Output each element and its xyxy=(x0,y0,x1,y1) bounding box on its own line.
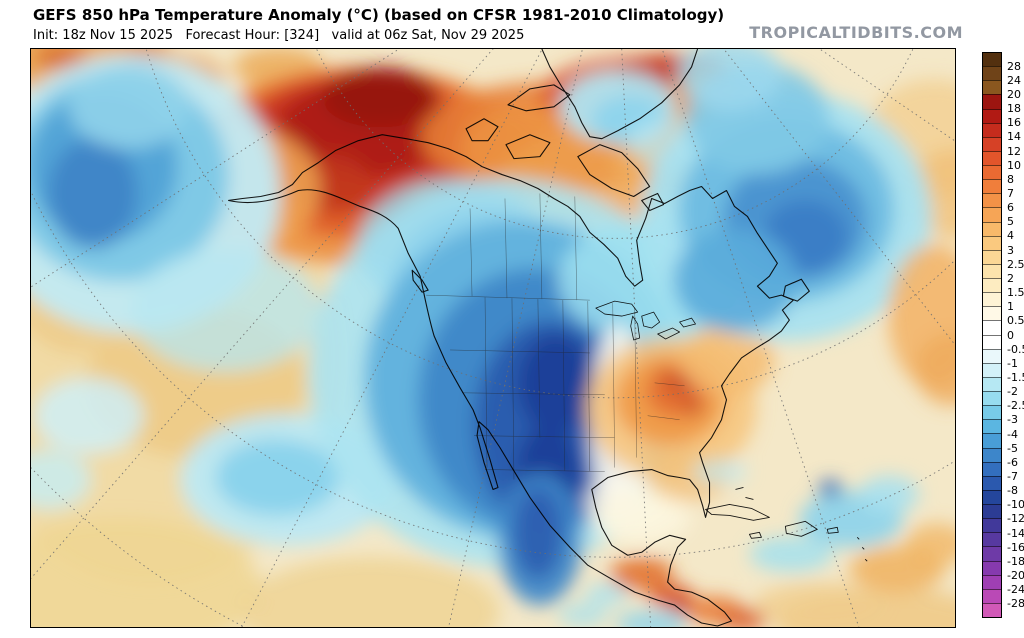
colorbar-label: 24 xyxy=(1007,73,1021,87)
colorbar-label: 0.5 xyxy=(1007,314,1024,328)
colorbar-label: -20 xyxy=(1007,569,1024,583)
colorbar-label: 14 xyxy=(1007,130,1021,144)
colorbar-segment xyxy=(983,376,1001,391)
colorbar-label: -28 xyxy=(1007,597,1024,611)
colorbar-segment xyxy=(983,150,1001,165)
arctic-islands xyxy=(465,84,665,211)
colorbar-label: 0 xyxy=(1007,328,1014,342)
colorbar-segment xyxy=(983,207,1001,222)
colorbar-segment xyxy=(983,504,1001,519)
colorbar-segment xyxy=(983,278,1001,293)
colorbar-segment xyxy=(983,461,1001,476)
brand-watermark: TROPICALTIDBITS.COM xyxy=(749,23,963,42)
colorbar-label: -14 xyxy=(1007,526,1024,540)
colorbar-label: 5 xyxy=(1007,215,1014,229)
colorbar-segment xyxy=(983,263,1001,278)
colorbar-label: -3 xyxy=(1007,413,1018,427)
colorbar-segment xyxy=(983,165,1001,180)
colorbar-segment xyxy=(983,532,1001,547)
colorbar-segment xyxy=(983,574,1001,589)
colorbar-label: 12 xyxy=(1007,144,1021,158)
colorbar-label: 1 xyxy=(1007,300,1014,314)
colorbar-label: 8 xyxy=(1007,172,1014,186)
page-title: GEFS 850 hPa Temperature Anomaly (°C) (b… xyxy=(33,6,725,24)
colorbar-segment xyxy=(983,94,1001,109)
colorbar-segment xyxy=(983,306,1001,321)
colorbar-segment xyxy=(983,66,1001,81)
colorbar-label: -7 xyxy=(1007,470,1018,483)
colorbar-segment xyxy=(983,348,1001,363)
colorbar-segment xyxy=(983,53,1001,67)
colorbar-label: -1.5 xyxy=(1007,370,1024,384)
colorbar-segment xyxy=(983,405,1001,420)
colorbar-segment xyxy=(983,193,1001,208)
colorbar-label: -8 xyxy=(1007,484,1018,498)
colorbar-label: -12 xyxy=(1007,512,1024,526)
great-lakes xyxy=(595,300,696,341)
colorbar-label: -18 xyxy=(1007,554,1024,568)
colorbar-segment xyxy=(983,249,1001,264)
colorbar-label: 28 xyxy=(1007,59,1021,73)
colorbar-segment xyxy=(983,80,1001,95)
colorbar-segment xyxy=(983,588,1001,603)
anomaly-field xyxy=(31,49,955,627)
colorbar-segment xyxy=(983,560,1001,575)
colorbar-label: 3 xyxy=(1007,243,1014,257)
colorbar-label: 16 xyxy=(1007,116,1021,130)
colorbar-labels: 28242018161412108765432.521.510.50-0.5-1… xyxy=(1007,52,1024,618)
colorbar-segment xyxy=(983,362,1001,377)
colorbar-segment xyxy=(983,320,1001,335)
colorbar xyxy=(982,52,1002,618)
colorbar-segment xyxy=(983,221,1001,236)
colorbar-segment xyxy=(983,419,1001,434)
colorbar-label: -2 xyxy=(1007,385,1018,399)
colorbar-segment xyxy=(983,518,1001,533)
colorbar-label: 2 xyxy=(1007,271,1014,285)
colorbar-label: 7 xyxy=(1007,187,1014,200)
colorbar-segment xyxy=(983,489,1001,504)
colorbar-segment xyxy=(983,546,1001,561)
greenland-coast xyxy=(541,49,699,140)
colorbar-label: -4 xyxy=(1007,427,1018,441)
colorbar-segment xyxy=(983,179,1001,194)
colorbar-segment xyxy=(983,235,1001,250)
vancouver-island xyxy=(411,269,429,293)
init-forecast-valid-info: Init: 18z Nov 15 2025 Forecast Hour: [32… xyxy=(33,28,525,43)
colorbar-segment xyxy=(983,391,1001,406)
state-borders xyxy=(426,193,685,480)
colorbar-label: -24 xyxy=(1007,583,1024,597)
colorbar-label: 2.5 xyxy=(1007,257,1024,271)
colorbar-label: 10 xyxy=(1007,158,1021,172)
colorbar-segment xyxy=(983,136,1001,151)
colorbar-segment xyxy=(983,602,1001,617)
colorbar-label: 20 xyxy=(1007,87,1021,101)
colorbar-label: -10 xyxy=(1007,498,1024,512)
colorbar-segment xyxy=(983,433,1001,448)
anomaly-map xyxy=(30,48,956,628)
colorbar-segment xyxy=(983,108,1001,123)
colorbar-label: -1 xyxy=(1007,356,1018,370)
caribbean-islands xyxy=(705,487,868,562)
colorbar-segment xyxy=(983,334,1001,349)
coastlines xyxy=(228,49,868,627)
colorbar-label: -6 xyxy=(1007,455,1018,469)
mainland-coast xyxy=(228,134,794,627)
colorbar-segment xyxy=(983,122,1001,137)
map-svg xyxy=(31,49,955,627)
colorbar-label: 4 xyxy=(1007,229,1014,243)
colorbar-label: 1.5 xyxy=(1007,286,1024,300)
colorbar-label: 6 xyxy=(1007,201,1014,215)
colorbar-label: 18 xyxy=(1007,102,1021,116)
newfoundland xyxy=(782,278,810,302)
colorbar-segment xyxy=(983,475,1001,490)
colorbar-segment xyxy=(983,447,1001,462)
colorbar-label: -16 xyxy=(1007,540,1024,554)
colorbar-label: -0.5 xyxy=(1007,342,1024,356)
colorbar-label: -2.5 xyxy=(1007,399,1024,413)
colorbar-label: -5 xyxy=(1007,441,1018,455)
colorbar-segment xyxy=(983,292,1001,307)
